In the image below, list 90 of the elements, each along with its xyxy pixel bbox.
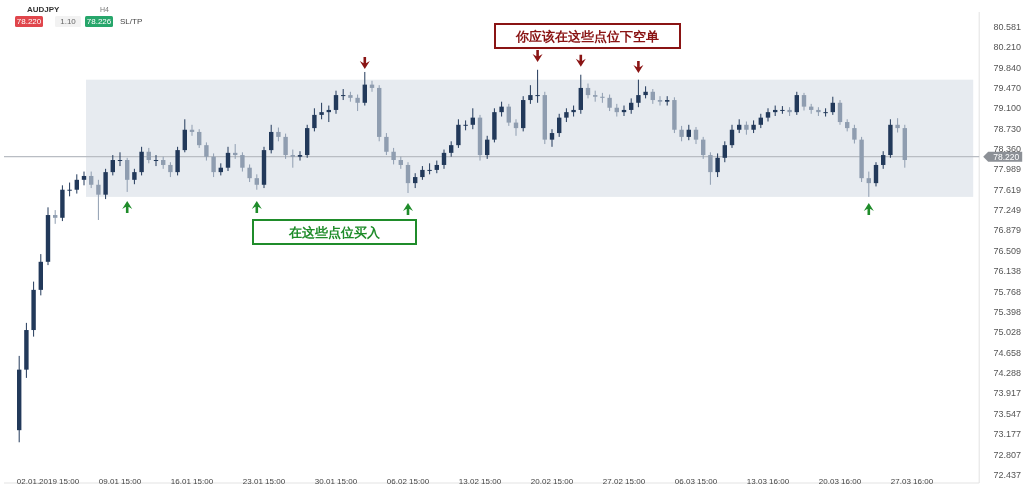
- y-tick-label: 78.730: [993, 123, 1021, 134]
- candlestick: [117, 151, 123, 167]
- candlestick: [125, 157, 130, 193]
- candlestick: [708, 151, 713, 186]
- candlestick: [211, 152, 216, 178]
- candlestick: [240, 151, 245, 173]
- candlestick: [866, 171, 871, 198]
- candlestick: [297, 150, 303, 162]
- candlestick: [405, 161, 411, 194]
- candlestick: [74, 173, 79, 195]
- annotation: AUDJPY: [27, 5, 61, 14]
- y-tick-label: 73.177: [993, 429, 1021, 440]
- candlestick: [506, 103, 511, 127]
- x-tick-label: 09.01 15:00: [98, 477, 142, 486]
- x-tick-label: 16.01 15:00: [170, 477, 214, 486]
- candlestick: [823, 107, 828, 118]
- candlestick: [456, 118, 461, 149]
- candlestick: [715, 152, 720, 178]
- candlestick: [283, 133, 288, 160]
- x-tick-label: 06.02 15:00: [386, 477, 430, 486]
- annotation: SL/TP: [120, 17, 143, 26]
- candlestick: [873, 161, 879, 187]
- candlestick: [765, 107, 771, 122]
- candlestick: [362, 71, 367, 107]
- candlestick: [312, 107, 317, 132]
- candlestick: [585, 83, 591, 99]
- candlestick: [290, 149, 295, 169]
- candlestick: [535, 69, 540, 104]
- candlestick: [384, 132, 389, 156]
- candlestick: [427, 162, 432, 175]
- candlestick: [549, 128, 555, 148]
- candlestick: [103, 168, 108, 200]
- candlestick: [600, 92, 605, 104]
- candlestick: [441, 149, 447, 170]
- y-tick-label: 79.840: [993, 62, 1021, 73]
- candlestick: [110, 154, 115, 176]
- candlestick: [341, 88, 346, 101]
- y-tick-label: 74.288: [993, 368, 1021, 379]
- y-tick-label: 72.437: [993, 469, 1021, 480]
- x-tick-label: 23.01 15:00: [242, 477, 286, 486]
- candlestick: [96, 179, 101, 221]
- candlestick: [463, 119, 468, 131]
- candlestick: [333, 90, 339, 115]
- candlestick: [470, 107, 475, 130]
- candlestick: [197, 128, 202, 149]
- x-tick-label: 02.01.2019 15:00: [16, 477, 80, 486]
- candlestick: [852, 124, 857, 145]
- x-tick-label: 20.03 16:00: [818, 477, 862, 486]
- y-tick-label: 73.547: [993, 408, 1021, 419]
- candlestick: [636, 79, 641, 108]
- annotation: 在这些点位买入: [288, 224, 381, 240]
- y-tick-label: 77.619: [993, 184, 1021, 195]
- annotation: 你应该在这些点位下空单: [515, 28, 659, 44]
- annotation: 78.220: [16, 17, 42, 26]
- candlestick: [269, 124, 274, 154]
- candlestick: [153, 154, 159, 167]
- x-tick-label: 27.02 15:00: [602, 477, 646, 486]
- annotation: 1.10: [60, 17, 77, 26]
- x-tick-label: 30.01 15:00: [314, 477, 358, 486]
- y-tick-label: 73.917: [993, 388, 1021, 399]
- candlestick: [139, 146, 144, 176]
- x-tick-label: 20.02 15:00: [530, 477, 574, 486]
- y-tick-label: 76.138: [993, 266, 1021, 277]
- y-tick-label: 76.509: [993, 245, 1021, 256]
- y-tick-label: 74.658: [993, 347, 1021, 358]
- candlestick: [204, 141, 209, 162]
- candlestick: [225, 146, 231, 172]
- x-tick-label: 13.02 15:00: [458, 477, 502, 486]
- candlestick: [722, 140, 727, 163]
- y-tick-label: 79.100: [993, 103, 1021, 114]
- y-tick-label: 76.879: [993, 225, 1021, 236]
- candlestick: [657, 95, 663, 107]
- x-tick-label: 06.03 15:00: [674, 477, 718, 486]
- candlestick: [528, 84, 533, 105]
- y-tick-label: 75.768: [993, 286, 1021, 297]
- candlestick: [794, 91, 799, 116]
- candlestick: [175, 146, 180, 176]
- y-tick-label: 75.028: [993, 327, 1021, 338]
- y-tick-label: 80.210: [993, 42, 1021, 53]
- candlestick: [81, 171, 87, 186]
- candlestick: [578, 74, 583, 115]
- y-tick-label: 77.989: [993, 164, 1021, 175]
- annotation: 78.226: [86, 17, 112, 26]
- y-tick-label: 77.249: [993, 205, 1021, 216]
- x-tick-label: 27.03 16:00: [890, 477, 934, 486]
- x-tick-label: 13.03 16:00: [746, 477, 790, 486]
- y-tick-label: 72.807: [993, 449, 1021, 460]
- y-tick-label: 75.398: [993, 306, 1021, 317]
- y-tick-label: 79.470: [993, 82, 1021, 93]
- y-tick-label: 80.581: [993, 21, 1021, 32]
